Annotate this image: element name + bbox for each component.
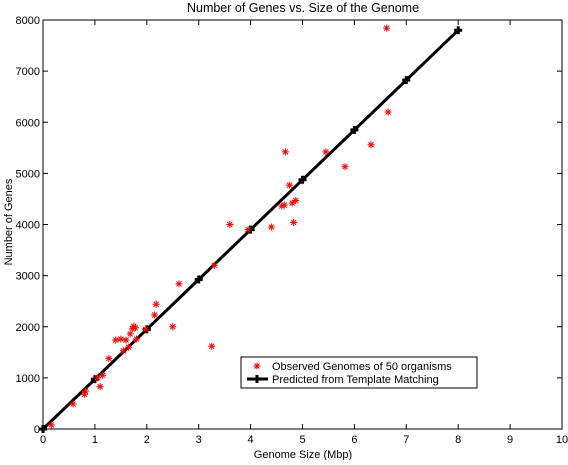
- x-tick-label: 2: [144, 434, 150, 446]
- x-tick-label: 3: [196, 434, 202, 446]
- observed-point: [208, 342, 216, 350]
- predicted-point: [39, 425, 47, 433]
- observed-point: [292, 196, 300, 204]
- observed-point: [93, 374, 101, 382]
- observed-point: [96, 383, 104, 391]
- observed-point: [288, 199, 296, 207]
- legend-box: [240, 356, 478, 389]
- observed-point: [175, 280, 183, 288]
- y-tick-label: 0: [34, 424, 40, 436]
- observed-point: [99, 371, 107, 379]
- x-tick-label: 1: [92, 434, 98, 446]
- observed-point: [226, 221, 234, 228]
- x-tick-label: 0: [40, 434, 46, 446]
- observed-point: [210, 261, 218, 269]
- x-tick-label: 7: [403, 434, 409, 446]
- legend-observed-label: Observed Genomes of 50 organisms: [272, 361, 452, 373]
- observed-point: [281, 148, 289, 156]
- observed-point: [367, 141, 375, 149]
- observed-point: [152, 300, 160, 308]
- x-tick-label: 4: [248, 434, 254, 446]
- observed-point: [131, 324, 139, 332]
- observed-point: [82, 387, 90, 395]
- predicted-point: [194, 275, 203, 284]
- y-tick-label: 2000: [16, 322, 40, 334]
- y-tick-label: 5000: [16, 168, 40, 180]
- observed-point: [290, 218, 298, 226]
- predicted-point: [350, 125, 359, 134]
- observed-point: [280, 201, 288, 209]
- observed-point: [169, 323, 177, 331]
- y-tick-label: 8000: [16, 15, 40, 27]
- predicted-point: [454, 26, 463, 35]
- predicted-point: [402, 76, 411, 85]
- observed-point: [142, 325, 150, 333]
- observed-point: [119, 347, 127, 355]
- observed-point: [69, 400, 77, 408]
- observed-point: [125, 343, 133, 351]
- observed-point: [47, 421, 55, 429]
- observed-point: [151, 311, 159, 319]
- observed-point: [267, 223, 275, 231]
- y-tick-label: 3000: [16, 271, 40, 283]
- x-tick-label: 6: [351, 434, 357, 446]
- observed-point: [341, 163, 349, 171]
- chart-title: Number of Genes vs. Size of the Genome: [187, 1, 419, 15]
- predicted-point: [298, 175, 307, 184]
- legend-predicted-marker: [253, 375, 261, 383]
- x-axis-title: Genome Size (Mbp): [254, 449, 352, 460]
- observed-point: [322, 148, 330, 156]
- observed-point: [132, 335, 140, 343]
- observed-point: [112, 336, 120, 344]
- x-tick-label: 5: [299, 434, 305, 446]
- legend-predicted-label: Predicted from Template Matching: [272, 374, 439, 386]
- x-tick-label: 8: [455, 434, 461, 446]
- observed-point: [286, 181, 294, 189]
- plot-area: 0 1 2 3 4 5 6 7 8 9 10 0 1000 2000 3000 4000 5000 6000 700…: [16, 15, 568, 446]
- legend: Observed Genomes of 50 organismsPredicte…: [240, 356, 478, 389]
- y-tick-label: 7000: [16, 66, 40, 78]
- observed-point: [244, 226, 252, 234]
- legend-observed-marker: [253, 362, 261, 370]
- x-tick-label: 10: [556, 434, 568, 446]
- y-axis-title: Number of Genes: [3, 178, 15, 265]
- observed-point: [384, 108, 392, 116]
- x-tick-label: 9: [507, 434, 513, 446]
- y-tick-label: 4000: [16, 220, 40, 232]
- y-tick-label: 1000: [16, 373, 40, 385]
- observed-point: [122, 336, 130, 344]
- y-tick-label: 6000: [16, 117, 40, 129]
- observed-point: [383, 24, 391, 32]
- observed-point: [105, 354, 113, 362]
- observed-point: [117, 335, 125, 343]
